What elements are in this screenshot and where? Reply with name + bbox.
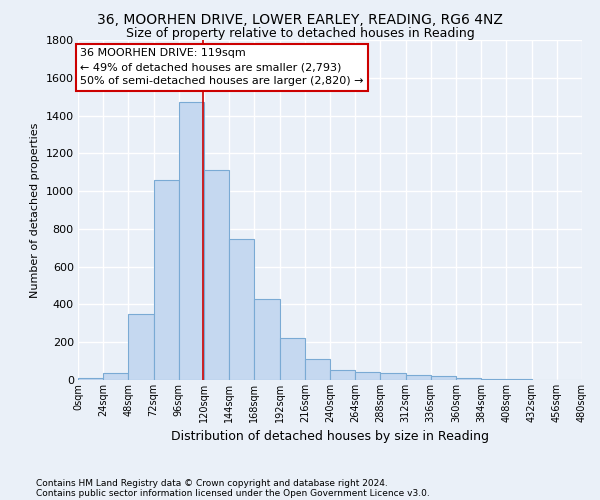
Bar bbox=[380, 374, 406, 380]
Bar bbox=[456, 378, 481, 380]
Bar bbox=[355, 372, 380, 380]
Bar bbox=[431, 376, 456, 380]
Bar bbox=[506, 379, 532, 380]
Bar bbox=[305, 359, 330, 380]
Bar bbox=[280, 338, 305, 380]
Bar bbox=[78, 378, 103, 380]
Bar bbox=[204, 170, 229, 380]
Bar bbox=[330, 370, 355, 380]
Bar bbox=[254, 299, 280, 380]
Bar bbox=[406, 376, 431, 380]
X-axis label: Distribution of detached houses by size in Reading: Distribution of detached houses by size … bbox=[171, 430, 489, 444]
Text: 36, MOORHEN DRIVE, LOWER EARLEY, READING, RG6 4NZ: 36, MOORHEN DRIVE, LOWER EARLEY, READING… bbox=[97, 12, 503, 26]
Y-axis label: Number of detached properties: Number of detached properties bbox=[30, 122, 40, 298]
Bar bbox=[128, 314, 154, 380]
Bar bbox=[154, 180, 179, 380]
Bar bbox=[481, 379, 506, 380]
Text: Size of property relative to detached houses in Reading: Size of property relative to detached ho… bbox=[125, 28, 475, 40]
Text: Contains public sector information licensed under the Open Government Licence v3: Contains public sector information licen… bbox=[36, 488, 430, 498]
Text: 36 MOORHEN DRIVE: 119sqm
← 49% of detached houses are smaller (2,793)
50% of sem: 36 MOORHEN DRIVE: 119sqm ← 49% of detach… bbox=[80, 48, 364, 86]
Bar bbox=[179, 102, 204, 380]
Bar bbox=[103, 374, 128, 380]
Text: Contains HM Land Registry data © Crown copyright and database right 2024.: Contains HM Land Registry data © Crown c… bbox=[36, 478, 388, 488]
Bar bbox=[229, 240, 254, 380]
